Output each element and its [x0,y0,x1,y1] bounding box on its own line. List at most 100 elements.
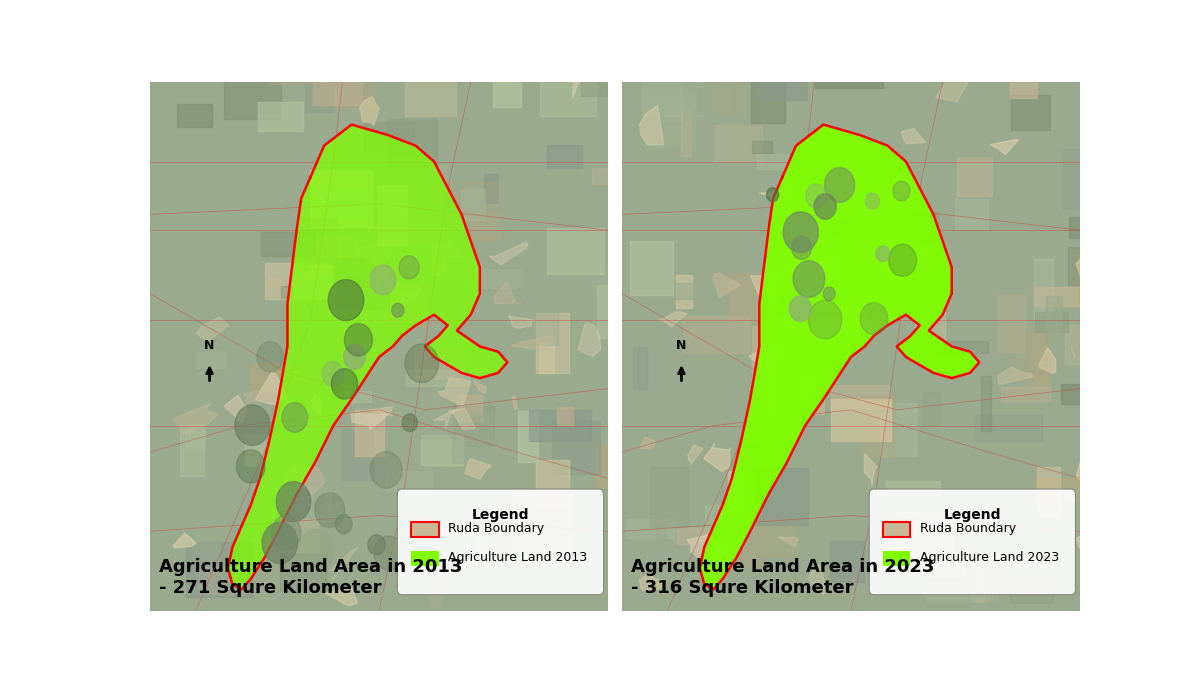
Circle shape [784,212,818,252]
Polygon shape [473,380,487,394]
Circle shape [889,244,917,276]
Bar [540,343,554,373]
Polygon shape [811,325,829,342]
Bar [245,436,266,466]
Circle shape [402,414,418,431]
Bar [484,174,498,203]
Circle shape [391,303,404,317]
Bar [1033,259,1052,319]
Polygon shape [360,96,379,126]
Bar [752,327,793,381]
Bar [758,80,806,100]
Bar [924,392,941,425]
Bar [1037,466,1060,517]
Bar [265,263,332,299]
Bar [730,532,775,555]
Polygon shape [572,74,580,97]
Bar [1028,331,1050,387]
Polygon shape [448,239,463,257]
Circle shape [236,450,265,483]
Bar [355,410,384,456]
Circle shape [299,529,335,571]
Bar [258,102,302,131]
Circle shape [335,514,352,534]
Bar [763,366,778,418]
Bar [1066,324,1091,364]
Circle shape [400,256,419,279]
Bar [598,285,625,338]
Polygon shape [325,589,358,605]
Bar [1010,70,1037,98]
Bar [665,283,712,299]
Polygon shape [608,111,632,133]
Bar [581,69,607,96]
Bar [431,569,440,607]
Bar [955,200,988,230]
Bar [1042,81,1100,115]
Polygon shape [887,520,905,541]
Bar [632,347,647,389]
Bar [281,554,326,591]
Circle shape [893,181,910,201]
Bar [260,233,316,255]
Bar [683,316,749,353]
Bar [318,191,370,217]
Text: N: N [204,339,215,352]
Bar [971,550,998,601]
Polygon shape [798,377,816,407]
Circle shape [860,303,888,335]
Bar [751,141,773,153]
Circle shape [388,537,418,571]
Bar [270,44,336,84]
Bar [407,165,445,203]
Bar [958,157,991,196]
Polygon shape [278,462,324,496]
Bar [536,314,569,373]
Bar [547,228,604,274]
Circle shape [865,193,880,209]
Bar [754,553,796,568]
Bar [360,292,425,322]
Polygon shape [173,533,196,548]
Circle shape [793,261,824,297]
Polygon shape [749,346,788,364]
Bar [754,468,808,525]
Bar [310,169,372,227]
Bar [415,351,464,379]
Polygon shape [1072,346,1075,359]
Bar [308,237,358,276]
Bar [728,273,758,323]
Bar [1010,325,1046,380]
Circle shape [344,324,372,356]
Bar [281,286,293,298]
Bar [185,425,205,449]
Polygon shape [901,248,930,255]
Circle shape [374,536,403,570]
Bar [656,508,665,559]
Bar [815,71,883,88]
Polygon shape [1086,89,1109,106]
Bar [887,482,940,496]
Polygon shape [688,445,703,465]
Polygon shape [312,392,322,416]
Bar [186,543,252,597]
Circle shape [814,194,836,220]
Polygon shape [998,367,1033,385]
Polygon shape [686,534,730,565]
Bar [880,403,917,456]
Circle shape [368,535,385,555]
Polygon shape [385,281,421,307]
Polygon shape [936,72,968,102]
Bar [642,76,703,115]
Bar [630,241,673,295]
Circle shape [823,287,835,300]
Bar [379,296,433,309]
Polygon shape [350,414,389,430]
Polygon shape [808,564,826,595]
Bar [727,471,743,510]
Circle shape [371,451,402,488]
Polygon shape [901,128,926,144]
Bar [1080,283,1139,331]
FancyBboxPatch shape [869,489,1075,595]
Polygon shape [448,408,475,429]
